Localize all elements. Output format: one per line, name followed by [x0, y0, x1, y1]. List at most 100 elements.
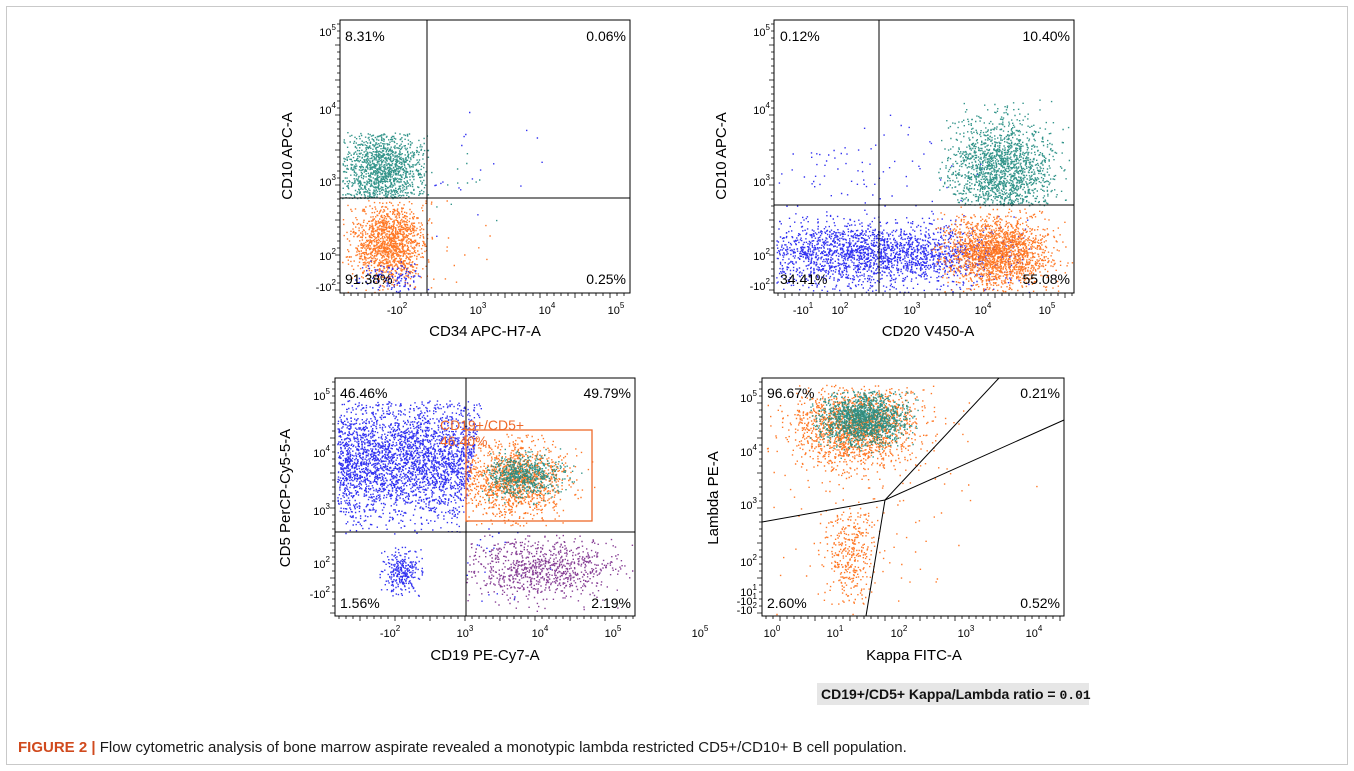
plot-border — [773, 19, 1075, 294]
x-tick-label: 102 — [891, 624, 908, 640]
orange-events — [342, 200, 491, 294]
figure-frame — [6, 6, 1348, 765]
y-tick-label: 103 — [319, 173, 336, 189]
plot-cd10-vs-cd34: 105 104 103 102 -102 -102 103 104 105 8.31% 0.0… — [279, 19, 631, 340]
teal-events — [809, 390, 919, 459]
x-tick-label: 104 — [539, 301, 556, 317]
quadrant-ul: 0.12% — [780, 28, 820, 44]
teal-events — [938, 99, 1071, 207]
x-tick-label: 104 — [975, 301, 992, 317]
x-tick-labels: -102 103 104 105 — [380, 624, 622, 640]
axis-minor-ticks — [330, 381, 634, 621]
x-tick-label: 103 — [457, 624, 474, 640]
x-tick-label: 103 — [958, 624, 975, 640]
y-tick-label: 104 — [740, 443, 757, 459]
panel-cd10-vs-cd20: 105 104 103 102 -102 -101 102 103 104 105 0.12% … — [700, 19, 1090, 340]
quadrant-ul: 46.46% — [340, 385, 387, 401]
panel-cd10-vs-cd34: 105 104 103 102 -102 -102 103 104 105 8.31% 0.0… — [270, 19, 660, 340]
x-tick-labels: -101 102 103 104 105 — [793, 301, 1056, 317]
quadrant-ll: 34.41% — [780, 271, 827, 287]
x-tick-labels: -102 103 104 105 — [387, 301, 625, 317]
gate-line-upper — [884, 377, 1000, 501]
y-axis-label: CD10 APC-A — [279, 112, 296, 200]
y-tick-label: 101 — [740, 583, 757, 599]
quadrant-ur: 10.40% — [1023, 28, 1070, 44]
panel-cd5-vs-cd19: CD19+/CD5+ 46.40% 105 104 103 102 -102 -102 1… — [270, 377, 660, 668]
caption-label: FIGURE 2 | — [18, 739, 96, 756]
gate-line-right — [884, 419, 1065, 501]
quadrant-lr: 0.25% — [586, 271, 626, 287]
y-tick-label: 104 — [319, 101, 336, 117]
y-axis-label: CD5 PerCP-Cy5-5-A — [277, 429, 294, 567]
x-tick-label: -102 — [380, 624, 401, 640]
quadrant-ul: 96.67% — [767, 385, 814, 401]
x-tick-label: 100 — [764, 624, 781, 640]
quadrant-lr: 55.08% — [1023, 271, 1070, 287]
y-tick-label: -102 — [750, 277, 771, 293]
orange-events — [766, 384, 1038, 616]
x-axis-label: Kappa FITC-A — [866, 647, 962, 664]
y-tick-label: 102 — [319, 247, 336, 263]
minor-tick-marks — [757, 381, 1061, 621]
x-tick-label: 105 — [692, 624, 709, 640]
x-axis-label: CD19 PE-Cy7-A — [430, 647, 539, 664]
blue-events — [337, 400, 552, 602]
blue-events — [776, 114, 1031, 294]
ratio-label: CD19+/CD5+ Kappa/Lambda ratio = — [821, 686, 1060, 702]
x-tick-label: 105 — [1039, 301, 1056, 317]
scatter-points — [342, 111, 543, 294]
y-tick-label: 102 — [753, 247, 770, 263]
x-tick-label: 101 — [827, 624, 844, 640]
quadrant-ur: 0.21% — [1020, 385, 1060, 401]
scatter-points — [337, 400, 634, 612]
teal-events — [481, 448, 583, 506]
scatter-points — [766, 384, 1038, 616]
y-tick-label: -102 — [737, 601, 758, 617]
x-tick-label: 103 — [470, 301, 487, 317]
purple-events — [466, 534, 634, 612]
y-tick-label: 105 — [740, 389, 757, 405]
quadrant-lr: 0.52% — [1020, 595, 1060, 611]
figure-caption: FIGURE 2 | Flow cytometric analysis of b… — [18, 739, 907, 756]
gate-name: CD19+/CD5+ — [440, 417, 524, 433]
orange-events — [931, 206, 1074, 293]
minor-tick-marks — [335, 23, 625, 298]
y-tick-label: 105 — [319, 23, 336, 39]
x-tick-label: 105 — [608, 301, 625, 317]
y-tick-labels: 105 104 103 102 -102 — [310, 387, 331, 601]
x-axis-label: CD20 V450-A — [882, 323, 975, 340]
scatter-points — [776, 99, 1074, 294]
x-axis-label: CD34 APC-H7-A — [429, 323, 541, 340]
quadrant-ll: 91.38% — [345, 271, 392, 287]
y-tick-label: 103 — [313, 502, 330, 518]
x-tick-label: 104 — [532, 624, 549, 640]
x-tick-label: -102 — [387, 301, 408, 317]
axis-minor-ticks — [335, 23, 625, 298]
caption-text: Flow cytometric analysis of bone marrow … — [95, 739, 907, 756]
quadrant-ur: 0.06% — [586, 28, 626, 44]
y-tick-label: 102 — [313, 555, 330, 571]
y-axis-label: Lambda PE-A — [705, 451, 722, 544]
x-tick-labels: 100 101 102 103 104 105 — [692, 624, 1043, 640]
x-tick-label: 103 — [904, 301, 921, 317]
y-tick-labels: 105 104 103 102 -102 — [750, 23, 771, 293]
quadrant-lr: 2.19% — [591, 595, 631, 611]
x-tick-label: 104 — [1026, 624, 1043, 640]
axis-minor-ticks — [769, 23, 1073, 298]
quadrant-ll: 2.60% — [767, 595, 807, 611]
y-tick-label: -102 — [310, 585, 331, 601]
y-tick-label: 102 — [740, 553, 757, 569]
minor-tick-marks — [330, 381, 634, 621]
plot-border — [339, 19, 631, 294]
y-tick-label: 103 — [753, 173, 770, 189]
y-tick-labels: 105 104 103 102 -102 — [316, 23, 337, 294]
x-tick-label: 105 — [605, 624, 622, 640]
minor-tick-marks — [769, 23, 1073, 298]
y-tick-label: 104 — [313, 444, 330, 460]
y-tick-label: -102 — [316, 278, 337, 294]
y-tick-label: 104 — [753, 101, 770, 117]
axis-minor-ticks — [757, 381, 1061, 621]
panel-lambda-vs-kappa: 105 104 103 102 101 -101 -102 100 101 102 103 104 1… — [692, 377, 1090, 668]
